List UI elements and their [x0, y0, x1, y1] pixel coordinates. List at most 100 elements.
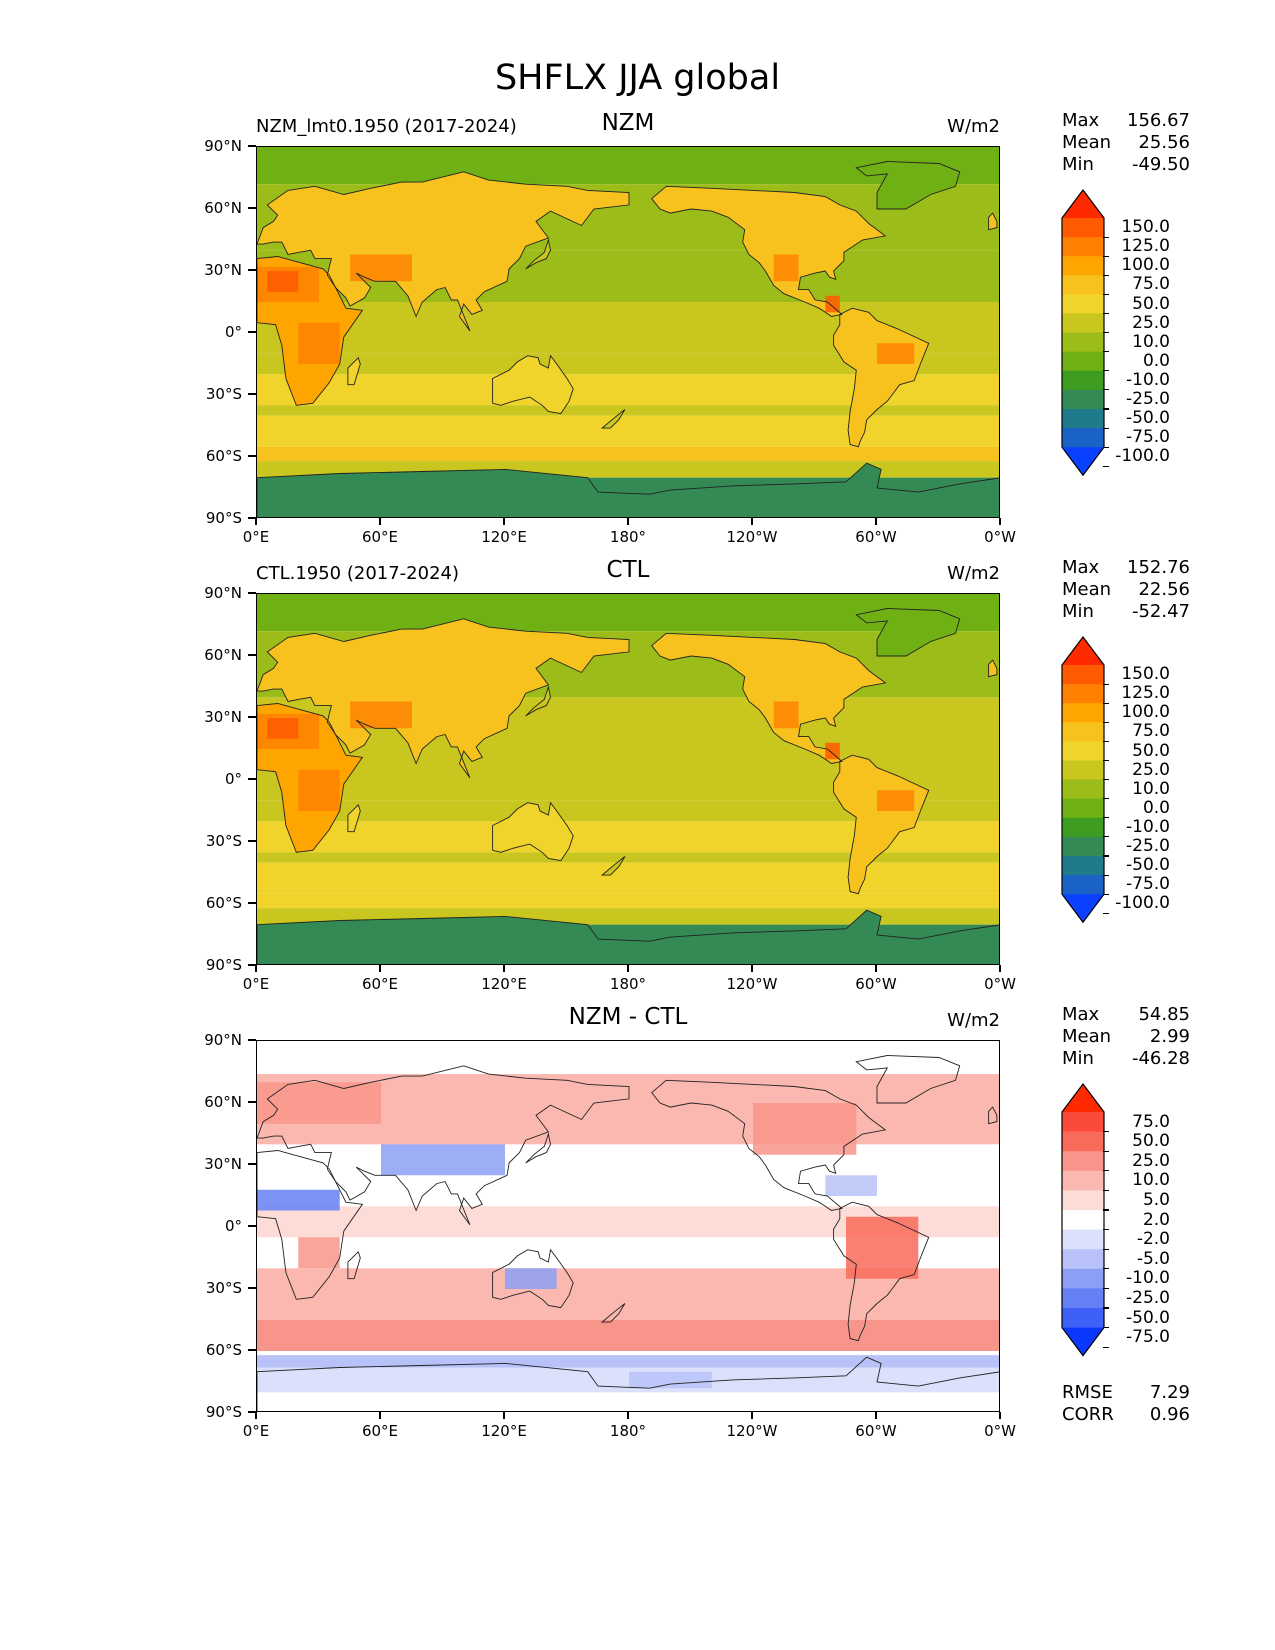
stat-label: Mean [1062, 132, 1112, 153]
x-tick-mark [999, 518, 1001, 525]
colorbar-label: 75.0 [1132, 274, 1170, 295]
y-tick-label: 30°S [205, 832, 242, 850]
colorbar-segment [1062, 1288, 1104, 1309]
stat-row: Max 152.76 [1062, 557, 1190, 579]
colorbar-label: 0.0 [1142, 350, 1170, 371]
colorbar-wrap [1060, 1082, 1106, 1362]
land-antarctica [257, 910, 999, 964]
ocean-band [257, 415, 999, 447]
colorbar-label: 75.0 [1132, 1111, 1170, 1132]
x-tick-label: 60°W [855, 975, 897, 993]
coastline-australia [492, 1248, 574, 1309]
ocean-band [257, 446, 999, 462]
stat-label: Max [1062, 557, 1100, 578]
stat-row: Max 156.67 [1062, 110, 1190, 132]
coastline-uk [988, 212, 998, 231]
map-diff [256, 1040, 1000, 1412]
coastline-northAmerica [651, 1079, 887, 1211]
colorbar-segment [1062, 1151, 1104, 1172]
colorbar-segment [1062, 1268, 1104, 1289]
land-eurasia [257, 171, 629, 331]
colorbar-label: -10.0 [1126, 369, 1170, 390]
colorbar-extend-bottom [1062, 894, 1104, 923]
stat-value: -52.47 [1131, 601, 1190, 622]
colorbar-label: -100.0 [1115, 446, 1170, 467]
colorbar-label: 10.0 [1132, 331, 1170, 352]
y-tick-label: 30°N [204, 1155, 242, 1173]
x-tick-label: 60°W [855, 528, 897, 546]
ocean-band [257, 800, 999, 822]
ocean-band [257, 405, 999, 416]
hot-region [877, 790, 915, 811]
stat-label: Min [1062, 1048, 1094, 1069]
x-tick-label: 120°E [481, 1422, 527, 1440]
y-tick-label: 30°N [204, 261, 242, 279]
y-tick-mark [248, 331, 256, 333]
stat-row: RMSE 7.29 [1062, 1382, 1190, 1404]
x-tick-mark [503, 1412, 505, 1419]
y-tick-label: 90°N [204, 1031, 242, 1049]
panel-diff: NZM - CTL W/m2 90°N 60°N 30°N 0° 30°S 60°S 90°… [0, 1004, 1275, 1500]
colorbar-segment [1062, 703, 1104, 723]
stats-box-extra: RMSE 7.29 CORR 0.96 [1062, 1382, 1190, 1426]
stat-value: 22.56 [1138, 579, 1190, 600]
land-japan [525, 240, 551, 269]
x-tick-label: 0°W [984, 975, 1016, 993]
land-southAmerica [833, 755, 929, 894]
stat-row: CORR 0.96 [1062, 1404, 1190, 1426]
colorbar-label: 0.0 [1142, 797, 1170, 818]
panel-nzm: NZM_lmt0.1950 (2017-2024) NZM W/m2 90°N 6… [0, 110, 1275, 606]
y-tick-label: 30°S [205, 1279, 242, 1297]
stat-value: 152.76 [1127, 557, 1190, 578]
y-tick-label: 60°N [204, 646, 242, 664]
coastline-antarctica [257, 462, 999, 517]
land-northAmerica [651, 186, 886, 317]
colorbar-label: 25.0 [1132, 1150, 1170, 1171]
coastline-africaA [257, 256, 364, 406]
panel-units: W/m2 [947, 1010, 1000, 1031]
hot-region [877, 343, 915, 364]
land-australia [492, 802, 574, 861]
y-tick-mark [248, 393, 256, 395]
panel-title: CTL [606, 557, 650, 583]
y-tick-mark [248, 207, 256, 209]
diff-region [629, 1371, 712, 1389]
colorbar-label: -75.0 [1126, 1327, 1170, 1348]
colorbar-tick [1103, 912, 1109, 914]
colorbar-segment [1062, 351, 1104, 372]
colorbar-extend-bottom [1062, 1327, 1104, 1356]
ocean-band [257, 862, 999, 894]
stat-label: Mean [1062, 579, 1112, 600]
y-tick-mark [248, 840, 256, 842]
x-tick-mark [875, 1412, 877, 1419]
coastline-uk [988, 659, 998, 678]
colorbar-segment [1062, 313, 1104, 334]
colorbar-label: -75.0 [1126, 427, 1170, 448]
colorbar-tick [1103, 446, 1109, 448]
y-tick-mark [248, 1039, 256, 1041]
colorbar-tick [1103, 465, 1109, 467]
x-tick-label: 180° [609, 528, 647, 546]
colorbar-label: 5.0 [1142, 1190, 1170, 1210]
colorbar-label: -2.0 [1136, 1229, 1170, 1250]
x-tick-label: 0°E [242, 528, 270, 546]
colorbar-label: 100.0 [1121, 255, 1170, 276]
colorbar-label: -10.0 [1126, 1268, 1170, 1289]
colorbar-label: -50.0 [1126, 1307, 1170, 1328]
colorbar-tick [1103, 370, 1109, 372]
colorbar-tick [1103, 740, 1109, 742]
x-tick-label: 120°W [726, 1422, 778, 1440]
coastline-greenland [855, 1055, 961, 1104]
x-tick-mark [751, 518, 753, 525]
stat-label: Max [1062, 1004, 1100, 1025]
coastline-eurasia [257, 618, 630, 779]
x-tick-label: 60°E [361, 528, 399, 546]
colorbar-wrap [1060, 188, 1106, 481]
y-tick-label: 60°S [205, 1341, 242, 1359]
colorbar-tick [1103, 1248, 1109, 1250]
colorbar-tick [1103, 274, 1109, 276]
x-tick-mark [875, 965, 877, 972]
colorbar-label: 100.0 [1121, 702, 1170, 723]
y-tick-label: 90°S [205, 956, 242, 974]
colorbar-tick [1103, 1209, 1109, 1211]
